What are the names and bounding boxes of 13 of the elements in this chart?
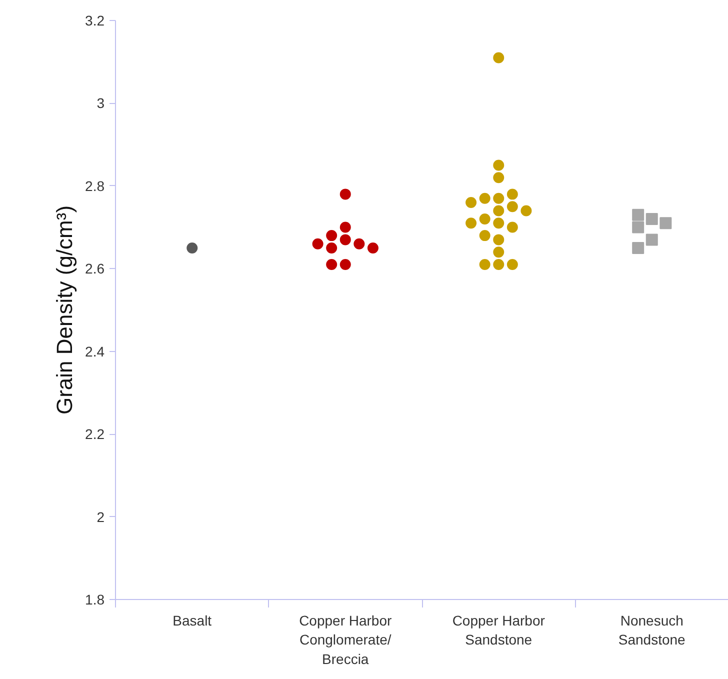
y-tick-label: 2.2 <box>85 426 105 442</box>
y-axis-title: Grain Density (g/cm³) <box>52 205 78 415</box>
y-tick-label: 2.8 <box>85 178 105 194</box>
y-tick-label: 2 <box>96 508 105 525</box>
y-tick-label: 3 <box>96 95 105 112</box>
y-tick-label: 3.2 <box>85 12 105 28</box>
y-tick-label: 2.6 <box>85 260 105 277</box>
x-tick-label: Basalt <box>172 612 212 628</box>
x-tick-label: Copper Harbor Sandstone <box>452 612 546 648</box>
y-tick-label: 2.4 <box>85 343 105 360</box>
x-tick-label: Copper Harbor Conglomerate/ Breccia <box>299 612 392 667</box>
y-tick-label: 1.8 <box>85 592 105 608</box>
x-tick-label: Nonesuch Sandstone <box>618 612 686 648</box>
